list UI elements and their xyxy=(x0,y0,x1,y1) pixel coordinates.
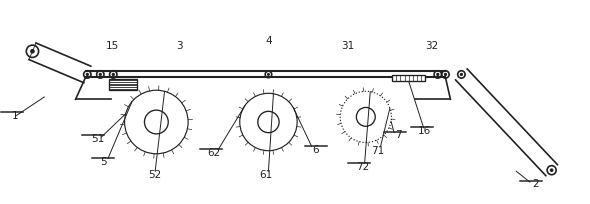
Text: 5: 5 xyxy=(100,156,107,166)
Text: 6: 6 xyxy=(312,144,319,154)
Circle shape xyxy=(31,50,34,54)
Text: 51: 51 xyxy=(91,134,104,144)
Text: 32: 32 xyxy=(425,41,438,51)
Text: 16: 16 xyxy=(418,126,431,135)
Text: 31: 31 xyxy=(342,41,355,51)
Text: 3: 3 xyxy=(176,41,183,51)
Bar xyxy=(109,79,137,91)
Circle shape xyxy=(550,169,553,172)
Text: 7: 7 xyxy=(395,130,402,140)
Text: 2: 2 xyxy=(532,179,539,188)
Text: 15: 15 xyxy=(106,41,119,51)
Text: 4: 4 xyxy=(265,36,272,46)
Text: 1: 1 xyxy=(11,110,18,120)
Circle shape xyxy=(444,74,447,76)
Text: 52: 52 xyxy=(149,170,162,179)
Text: 62: 62 xyxy=(207,147,220,157)
Circle shape xyxy=(99,74,101,76)
Bar xyxy=(392,75,425,82)
Circle shape xyxy=(86,74,88,76)
Circle shape xyxy=(460,74,463,76)
Circle shape xyxy=(437,74,439,76)
Circle shape xyxy=(267,74,270,76)
Text: 61: 61 xyxy=(259,170,272,179)
Text: 72: 72 xyxy=(356,161,369,171)
Circle shape xyxy=(112,74,114,76)
Text: 71: 71 xyxy=(371,145,384,155)
